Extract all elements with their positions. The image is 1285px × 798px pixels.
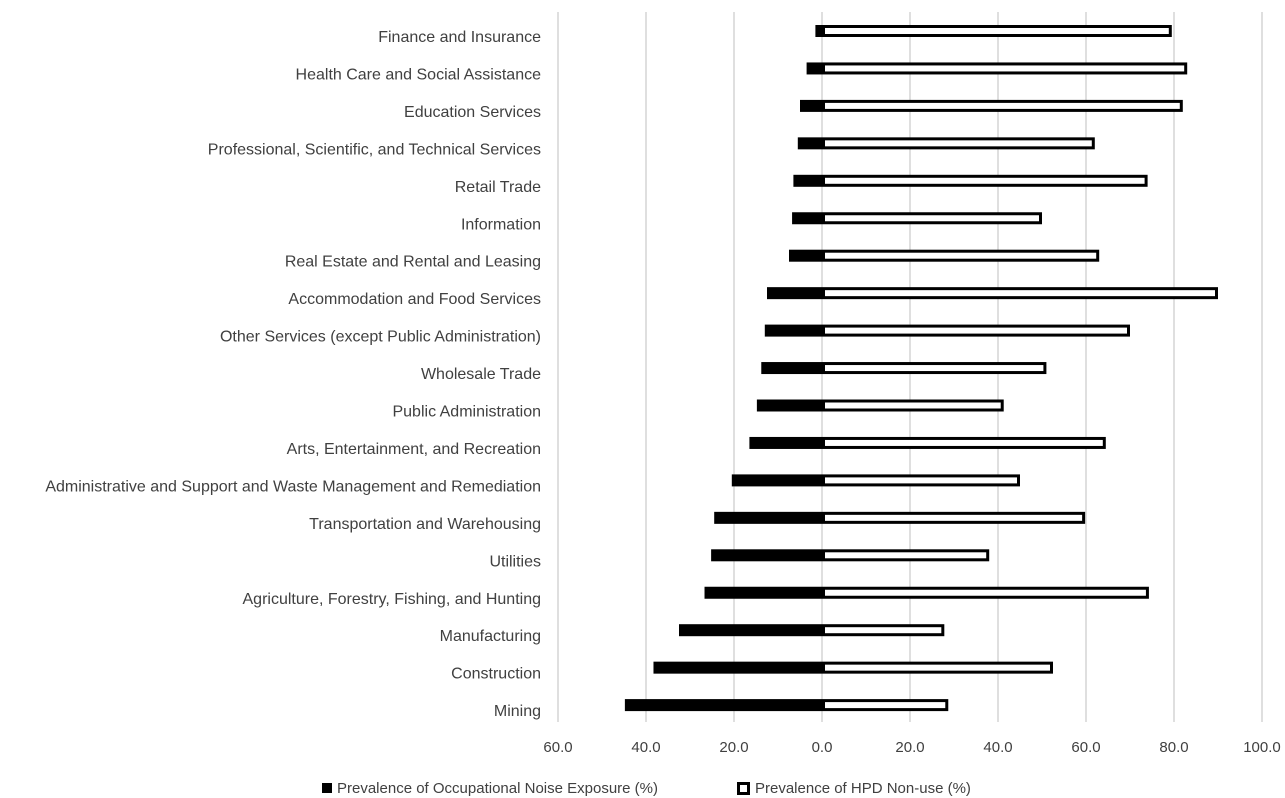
category-labels: Finance and Insurance Health Care and Soc… xyxy=(45,29,541,720)
category-label: Wholesale Trade xyxy=(421,366,541,383)
bar-noise-exposure xyxy=(704,586,822,599)
bar-noise-exposure xyxy=(800,99,822,112)
bar-hpd-non-use xyxy=(822,137,1095,150)
bar-noise-exposure xyxy=(714,511,822,524)
bar-hpd-non-use xyxy=(822,212,1042,225)
category-label: Mining xyxy=(494,703,541,720)
x-tick-label: 40.0 xyxy=(631,739,660,756)
bar-noise-exposure xyxy=(731,474,822,487)
category-label: Education Services xyxy=(404,104,541,121)
legend-label-noise-exposure: Prevalence of Occupational Noise Exposur… xyxy=(337,780,658,797)
bar-hpd-non-use xyxy=(822,174,1148,187)
bar-noise-exposure xyxy=(797,137,822,150)
bar-noise-exposure xyxy=(793,174,822,187)
bar-hpd-non-use xyxy=(822,474,1020,487)
category-label: Transportation and Warehousing xyxy=(309,516,541,533)
bar-noise-exposure xyxy=(749,436,822,449)
category-label: Construction xyxy=(451,666,541,683)
category-label: Real Estate and Rental and Leasing xyxy=(285,254,541,271)
bar-hpd-non-use xyxy=(822,586,1149,599)
category-label: Public Administration xyxy=(392,404,541,421)
bar-noise-exposure xyxy=(624,699,822,712)
category-label: Administrative and Support and Waste Man… xyxy=(45,478,541,495)
x-tick-label: 60.0 xyxy=(543,739,572,756)
bar-noise-exposure xyxy=(764,324,822,337)
bar-noise-exposure xyxy=(815,25,822,37)
x-tick-label: 20.0 xyxy=(895,739,924,756)
category-label: Professional, Scientific, and Technical … xyxy=(208,141,541,158)
legend-swatch-noise-exposure xyxy=(322,783,332,793)
category-label: Other Services (except Public Administra… xyxy=(220,329,541,346)
category-label: Retail Trade xyxy=(455,179,541,196)
bar-noise-exposure xyxy=(767,287,822,300)
legend-swatch-hpd-non-use xyxy=(737,782,750,795)
x-tick-label: 0.0 xyxy=(812,739,833,756)
x-tick-label: 20.0 xyxy=(719,739,748,756)
bar-hpd-non-use xyxy=(822,25,1172,37)
category-label: Agriculture, Forestry, Fishing, and Hunt… xyxy=(243,591,542,608)
x-tick-label: 100.0 xyxy=(1243,739,1281,756)
category-label: Finance and Insurance xyxy=(378,29,541,46)
legend: Prevalence of Occupational Noise Exposur… xyxy=(322,780,971,797)
bar-hpd-non-use xyxy=(822,511,1086,524)
bar-hpd-non-use xyxy=(822,249,1100,262)
bar-noise-exposure xyxy=(789,249,822,262)
bars xyxy=(624,25,1218,712)
category-label: Health Care and Social Assistance xyxy=(296,66,542,83)
bar-hpd-non-use xyxy=(822,324,1130,337)
category-label: Arts, Entertainment, and Recreation xyxy=(287,441,541,458)
bar-hpd-non-use xyxy=(822,287,1218,300)
category-label: Manufacturing xyxy=(440,628,541,645)
bar-noise-exposure xyxy=(653,661,822,674)
bar-hpd-non-use xyxy=(822,362,1047,375)
x-tick-label: 60.0 xyxy=(1071,739,1100,756)
bar-hpd-non-use xyxy=(822,699,949,712)
bar-noise-exposure xyxy=(756,399,822,412)
bar-hpd-non-use xyxy=(822,399,1004,412)
category-label: Information xyxy=(461,216,541,233)
legend-label-hpd-non-use: Prevalence of HPD Non-use (%) xyxy=(755,780,971,797)
x-tick-label: 40.0 xyxy=(983,739,1012,756)
category-label: Utilities xyxy=(489,553,541,570)
bar-hpd-non-use xyxy=(822,549,990,562)
x-axis-tick-labels: 60.0 40.0 20.0 0.0 20.0 40.0 60.0 80.0 100.0 xyxy=(543,739,1280,756)
category-label: Accommodation and Food Services xyxy=(288,291,541,308)
bar-hpd-non-use xyxy=(822,436,1106,449)
bar-noise-exposure xyxy=(679,624,822,637)
bar-hpd-non-use xyxy=(822,99,1183,112)
x-tick-label: 80.0 xyxy=(1159,739,1188,756)
bar-noise-exposure xyxy=(761,362,822,375)
bar-hpd-non-use xyxy=(822,624,945,637)
bar-noise-exposure xyxy=(806,62,822,75)
bar-noise-exposure xyxy=(792,212,822,225)
bar-hpd-non-use xyxy=(822,661,1053,674)
bar-noise-exposure xyxy=(711,549,822,562)
bar-hpd-non-use xyxy=(822,62,1188,75)
